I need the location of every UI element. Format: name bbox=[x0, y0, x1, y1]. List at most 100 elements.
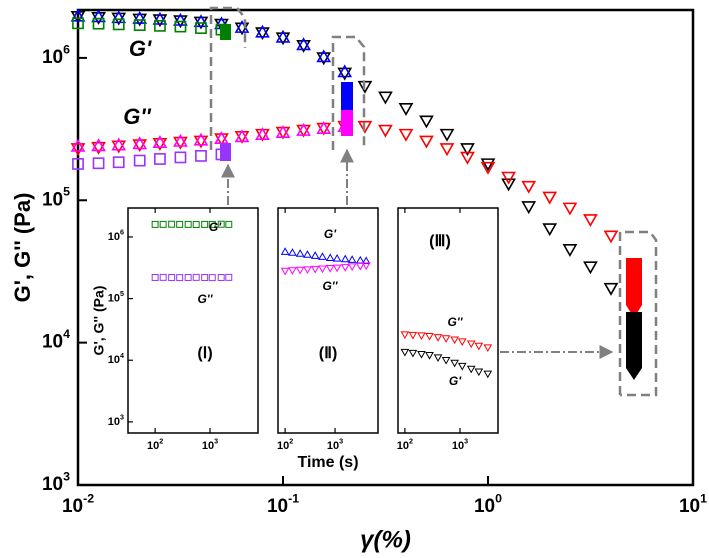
point bbox=[184, 274, 192, 281]
highlight-box bbox=[618, 230, 658, 397]
x-tick-label-base: 10 bbox=[147, 440, 159, 452]
x-tick-label-base: 10 bbox=[452, 440, 464, 452]
x-tick-label-base: 10 bbox=[474, 496, 495, 517]
point bbox=[151, 274, 159, 281]
point bbox=[176, 274, 184, 282]
point bbox=[296, 123, 311, 136]
point bbox=[466, 365, 476, 374]
point bbox=[72, 158, 84, 170]
point bbox=[234, 22, 250, 36]
point bbox=[168, 220, 176, 228]
point bbox=[460, 151, 475, 165]
point bbox=[70, 8, 86, 22]
point bbox=[295, 266, 305, 275]
point bbox=[174, 151, 187, 164]
range-bar bbox=[626, 312, 642, 380]
point bbox=[419, 115, 434, 129]
point bbox=[562, 244, 578, 257]
point bbox=[361, 262, 371, 271]
point bbox=[316, 52, 332, 66]
point bbox=[111, 10, 127, 24]
point bbox=[340, 254, 350, 263]
point bbox=[378, 91, 393, 105]
point bbox=[288, 248, 297, 256]
point bbox=[501, 178, 516, 192]
point bbox=[521, 201, 537, 215]
x-tick-label: 100 bbox=[474, 492, 502, 517]
point bbox=[193, 132, 209, 146]
point bbox=[91, 141, 106, 155]
point bbox=[70, 143, 86, 157]
point bbox=[332, 254, 342, 262]
y-tick-label: 105 bbox=[108, 290, 124, 304]
decorations bbox=[209, 6, 658, 397]
point bbox=[425, 352, 434, 360]
point bbox=[398, 128, 414, 142]
point bbox=[255, 27, 270, 41]
y-tick-label-exp: 6 bbox=[63, 43, 70, 57]
point bbox=[192, 221, 200, 229]
y-tick-label-base: 10 bbox=[108, 354, 120, 366]
point bbox=[480, 161, 496, 175]
point bbox=[603, 230, 619, 244]
annotation: G'' bbox=[123, 104, 151, 129]
x-tick-label-exp: 3 bbox=[464, 437, 468, 445]
point bbox=[195, 149, 207, 162]
point bbox=[439, 143, 455, 157]
x-tick-label: 103 bbox=[452, 437, 468, 451]
point bbox=[255, 24, 270, 38]
point bbox=[70, 138, 86, 152]
y-axis-label: G', G'' (Pa) bbox=[10, 193, 35, 303]
y-tick-label-base: 10 bbox=[42, 474, 63, 495]
point bbox=[332, 264, 342, 273]
point bbox=[433, 334, 443, 342]
y-tick-label-base: 10 bbox=[108, 231, 120, 243]
y-tick-label-base: 10 bbox=[108, 416, 120, 428]
x-tick-label-base: 10 bbox=[202, 440, 214, 452]
point bbox=[225, 220, 233, 228]
y-tick-label: 106 bbox=[108, 228, 124, 242]
point bbox=[159, 220, 167, 228]
point bbox=[316, 121, 332, 134]
point bbox=[288, 267, 297, 275]
x-tick-label-exp: 3 bbox=[214, 437, 218, 445]
y-tick-label-base: 10 bbox=[42, 47, 63, 68]
point bbox=[483, 370, 493, 379]
highlight-box bbox=[331, 35, 366, 150]
x-tick-label-base: 10 bbox=[397, 440, 409, 452]
point bbox=[92, 17, 105, 30]
point bbox=[542, 223, 558, 237]
point bbox=[474, 368, 484, 377]
annotation: (Ⅱ) bbox=[319, 345, 338, 362]
point bbox=[275, 32, 291, 46]
y-tick-label: 106 bbox=[42, 43, 70, 68]
point bbox=[425, 332, 434, 341]
y-axis-label: G', G'' (Pa) bbox=[91, 286, 107, 356]
x-tick-label: 103 bbox=[202, 437, 218, 451]
point bbox=[173, 133, 188, 147]
x-tick-label-base: 10 bbox=[277, 440, 289, 452]
x-axis-label: γ(%) bbox=[360, 526, 411, 553]
annotation: (Ⅲ) bbox=[429, 233, 451, 250]
point bbox=[603, 282, 619, 296]
x-tick-label: 102 bbox=[147, 437, 163, 451]
point bbox=[441, 335, 451, 343]
y-tick-label-base: 10 bbox=[42, 332, 63, 353]
point bbox=[347, 263, 357, 271]
annotation: G'' bbox=[322, 279, 338, 293]
x-tick-label-exp: 0 bbox=[495, 492, 502, 506]
point bbox=[174, 20, 187, 33]
annotation: G'' bbox=[447, 315, 463, 329]
x-tick-label: 101 bbox=[679, 492, 707, 517]
point bbox=[303, 266, 312, 274]
point bbox=[92, 157, 105, 170]
y-tick-label-base: 10 bbox=[42, 189, 63, 210]
point bbox=[460, 143, 475, 157]
point bbox=[408, 331, 418, 340]
point bbox=[195, 22, 207, 34]
point bbox=[310, 251, 320, 259]
point bbox=[72, 17, 84, 30]
point bbox=[439, 128, 455, 142]
range-bar bbox=[341, 82, 353, 110]
point bbox=[152, 11, 168, 25]
